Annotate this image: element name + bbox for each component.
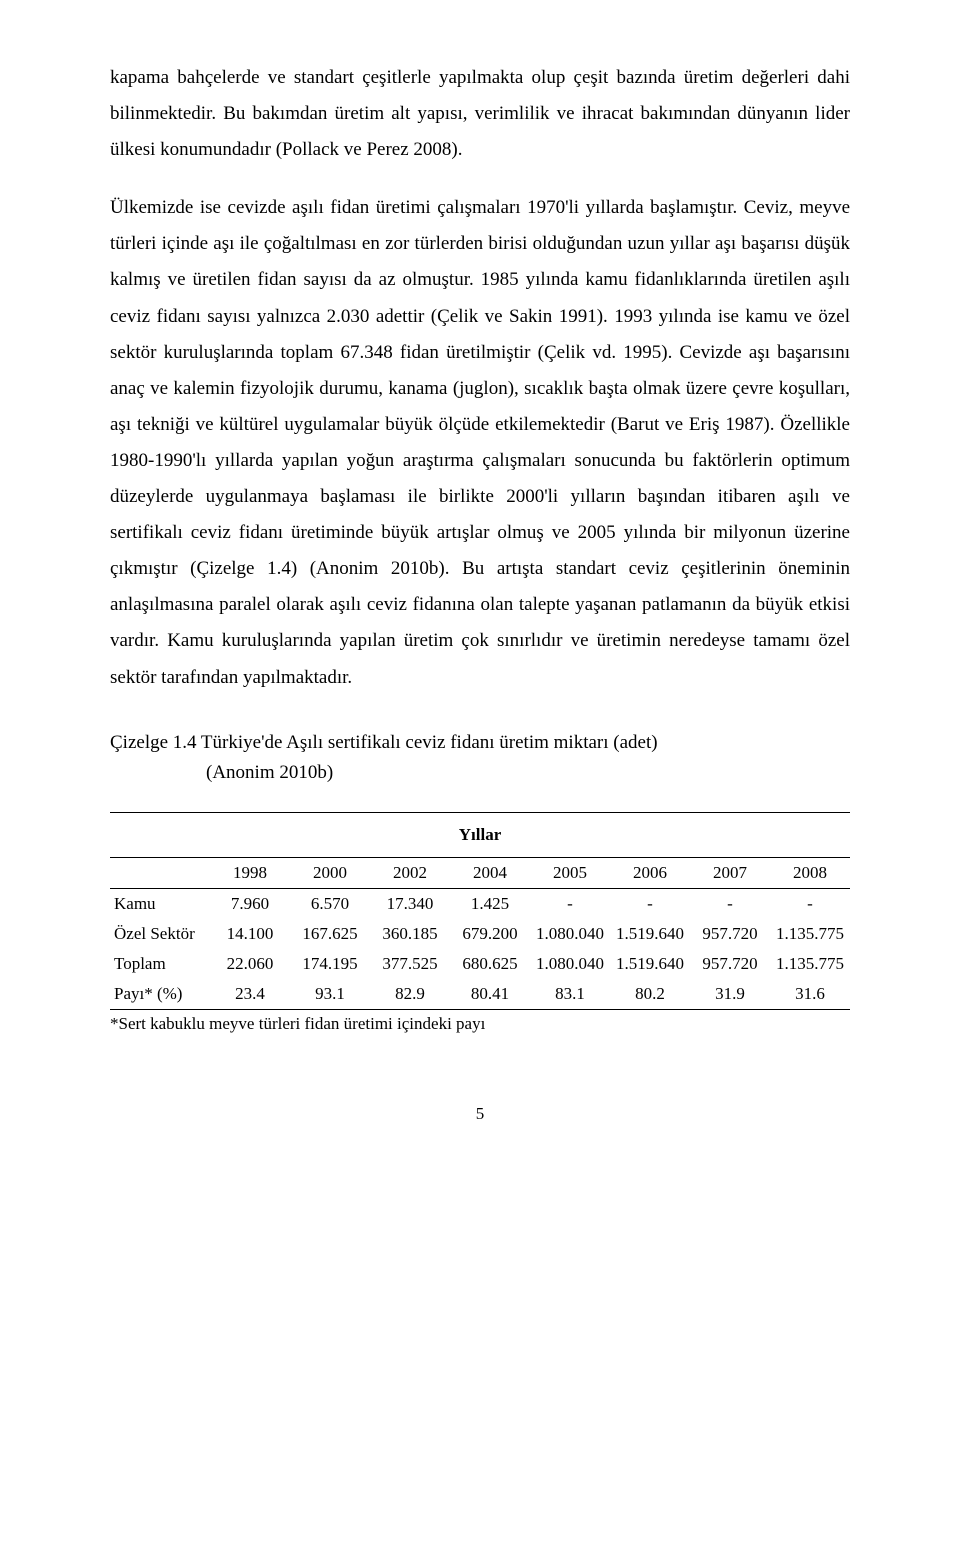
- cell: 6.570: [290, 889, 370, 920]
- page-number: 5: [110, 1104, 850, 1124]
- cell: 31.9: [690, 979, 770, 1010]
- cell: 83.1: [530, 979, 610, 1010]
- cell: 1.519.640: [610, 919, 690, 949]
- col-blank: [110, 858, 210, 889]
- cell: Toplam: [110, 949, 210, 979]
- col-2004: 2004: [450, 858, 530, 889]
- cell: 1.425: [450, 889, 530, 920]
- table-row: Toplam 22.060 174.195 377.525 680.625 1.…: [110, 949, 850, 979]
- cell: 23.4: [210, 979, 290, 1010]
- cell: 680.625: [450, 949, 530, 979]
- cell: 31.6: [770, 979, 850, 1010]
- col-2000: 2000: [290, 858, 370, 889]
- col-2002: 2002: [370, 858, 450, 889]
- paragraph-2: Ülkemizde ise cevizde aşılı fidan üretim…: [110, 190, 850, 695]
- cell: 1.080.040: [530, 949, 610, 979]
- cell: 360.185: [370, 919, 450, 949]
- cell: 174.195: [290, 949, 370, 979]
- caption-line-1: Çizelge 1.4 Türkiye'de Aşılı sertifikalı…: [110, 732, 658, 753]
- cell: 1.135.775: [770, 949, 850, 979]
- cell: 679.200: [450, 919, 530, 949]
- cell: Payı* (%): [110, 979, 210, 1010]
- cell: 1.519.640: [610, 949, 690, 979]
- col-1998: 1998: [210, 858, 290, 889]
- cell: -: [530, 889, 610, 920]
- cell: -: [770, 889, 850, 920]
- data-table: Yıllar 1998 2000 2002 2004 2005 2006 200…: [110, 812, 850, 1034]
- years-header: Yıllar: [110, 819, 850, 851]
- col-2008: 2008: [770, 858, 850, 889]
- table-footnote: *Sert kabuklu meyve türleri fidan üretim…: [110, 1010, 850, 1034]
- table-header-row: 1998 2000 2002 2004 2005 2006 2007 2008: [110, 858, 850, 889]
- cell: 7.960: [210, 889, 290, 920]
- table-row: Özel Sektör 14.100 167.625 360.185 679.2…: [110, 919, 850, 949]
- col-2006: 2006: [610, 858, 690, 889]
- cell: 82.9: [370, 979, 450, 1010]
- cell: 80.2: [610, 979, 690, 1010]
- cell: -: [690, 889, 770, 920]
- cell: Kamu: [110, 889, 210, 920]
- table-row: Payı* (%) 23.4 93.1 82.9 80.41 83.1 80.2…: [110, 979, 850, 1010]
- table-row: Kamu 7.960 6.570 17.340 1.425 - - - -: [110, 889, 850, 920]
- cell: -: [610, 889, 690, 920]
- caption-line-2: (Anonim 2010b): [110, 758, 850, 788]
- cell: Özel Sektör: [110, 919, 210, 949]
- cell: 957.720: [690, 949, 770, 979]
- cell: 22.060: [210, 949, 290, 979]
- cell: 14.100: [210, 919, 290, 949]
- cell: 1.080.040: [530, 919, 610, 949]
- col-2007: 2007: [690, 858, 770, 889]
- cell: 80.41: [450, 979, 530, 1010]
- cell: 93.1: [290, 979, 370, 1010]
- cell: 1.135.775: [770, 919, 850, 949]
- cell: 377.525: [370, 949, 450, 979]
- cell: 957.720: [690, 919, 770, 949]
- table-caption: Çizelge 1.4 Türkiye'de Aşılı sertifikalı…: [110, 728, 850, 789]
- paragraph-1: kapama bahçelerde ve standart çeşitlerle…: [110, 60, 850, 168]
- cell: 167.625: [290, 919, 370, 949]
- production-table: 1998 2000 2002 2004 2005 2006 2007 2008 …: [110, 858, 850, 1010]
- cell: 17.340: [370, 889, 450, 920]
- col-2005: 2005: [530, 858, 610, 889]
